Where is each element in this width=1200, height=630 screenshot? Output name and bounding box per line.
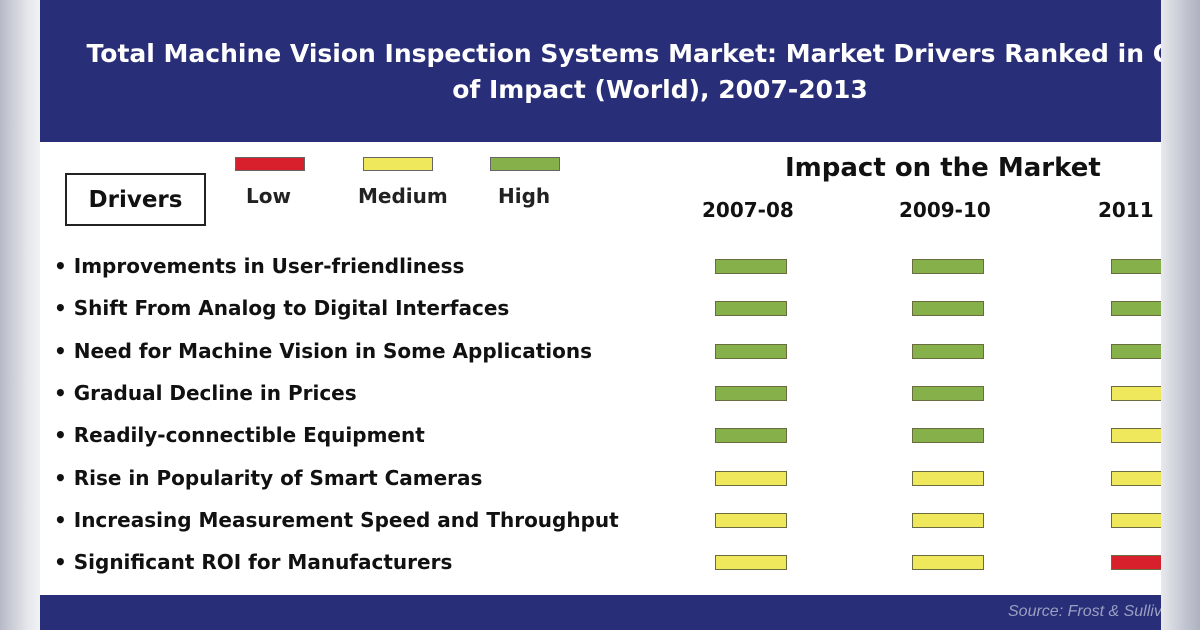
impact-bar-high xyxy=(1111,301,1161,316)
impact-title: Impact on the Market xyxy=(785,153,1101,183)
impact-bar-medium xyxy=(1111,513,1161,528)
impact-bar-medium xyxy=(912,513,984,528)
impact-bar-high xyxy=(715,344,787,359)
impact-bar-medium xyxy=(912,471,984,486)
impact-bar-medium xyxy=(1111,386,1161,401)
driver-label: • Gradual Decline in Prices xyxy=(54,381,357,405)
driver-label: • Significant ROI for Manufacturers xyxy=(54,550,453,574)
legend-label-high: High xyxy=(498,184,551,208)
legend-label-medium: Medium xyxy=(358,184,448,208)
column-header-2011: 2011 xyxy=(1098,198,1154,222)
impact-bar-high xyxy=(715,428,787,443)
impact-bar-medium xyxy=(1111,471,1161,486)
source-note: Source: Frost & Sullivan xyxy=(1008,603,1161,620)
impact-bar-high xyxy=(1111,344,1161,359)
driver-label: • Improvements in User-friendliness xyxy=(54,254,465,278)
column-header-2009-10: 2009-10 xyxy=(899,198,991,222)
impact-bar-medium xyxy=(715,555,787,570)
legend-swatch-high xyxy=(490,157,560,171)
impact-bar-low xyxy=(1111,555,1161,570)
impact-bar-high xyxy=(912,386,984,401)
drivers-header: Drivers xyxy=(65,173,206,226)
left-frame xyxy=(0,0,40,630)
impact-bar-high xyxy=(1111,259,1161,274)
impact-bar-medium xyxy=(912,555,984,570)
impact-bar-medium xyxy=(1111,428,1161,443)
impact-bar-high xyxy=(912,428,984,443)
driver-label: • Readily-connectible Equipment xyxy=(54,423,425,447)
legend-label-low: Low xyxy=(246,184,291,208)
column-header-2007-08: 2007-08 xyxy=(702,198,794,222)
impact-bar-high xyxy=(912,259,984,274)
driver-label: • Shift From Analog to Digital Interface… xyxy=(54,296,510,320)
impact-bar-high xyxy=(715,386,787,401)
impact-bar-medium xyxy=(715,513,787,528)
right-frame xyxy=(1161,0,1200,630)
driver-label: • Increasing Measurement Speed and Throu… xyxy=(54,508,619,532)
footer-band xyxy=(40,595,1161,630)
impact-bar-high xyxy=(715,259,787,274)
impact-bar-medium xyxy=(715,471,787,486)
legend-swatch-medium xyxy=(363,157,433,171)
title-band xyxy=(40,0,1161,142)
slide: Total Machine Vision Inspection Systems … xyxy=(40,0,1161,630)
impact-bar-high xyxy=(912,301,984,316)
chart-title: Total Machine Vision Inspection Systems … xyxy=(86,39,1161,104)
legend-swatch-low xyxy=(235,157,305,171)
impact-bar-high xyxy=(715,301,787,316)
driver-label: • Need for Machine Vision in Some Applic… xyxy=(54,339,592,363)
driver-label: • Rise in Popularity of Smart Cameras xyxy=(54,466,483,490)
impact-bar-high xyxy=(912,344,984,359)
